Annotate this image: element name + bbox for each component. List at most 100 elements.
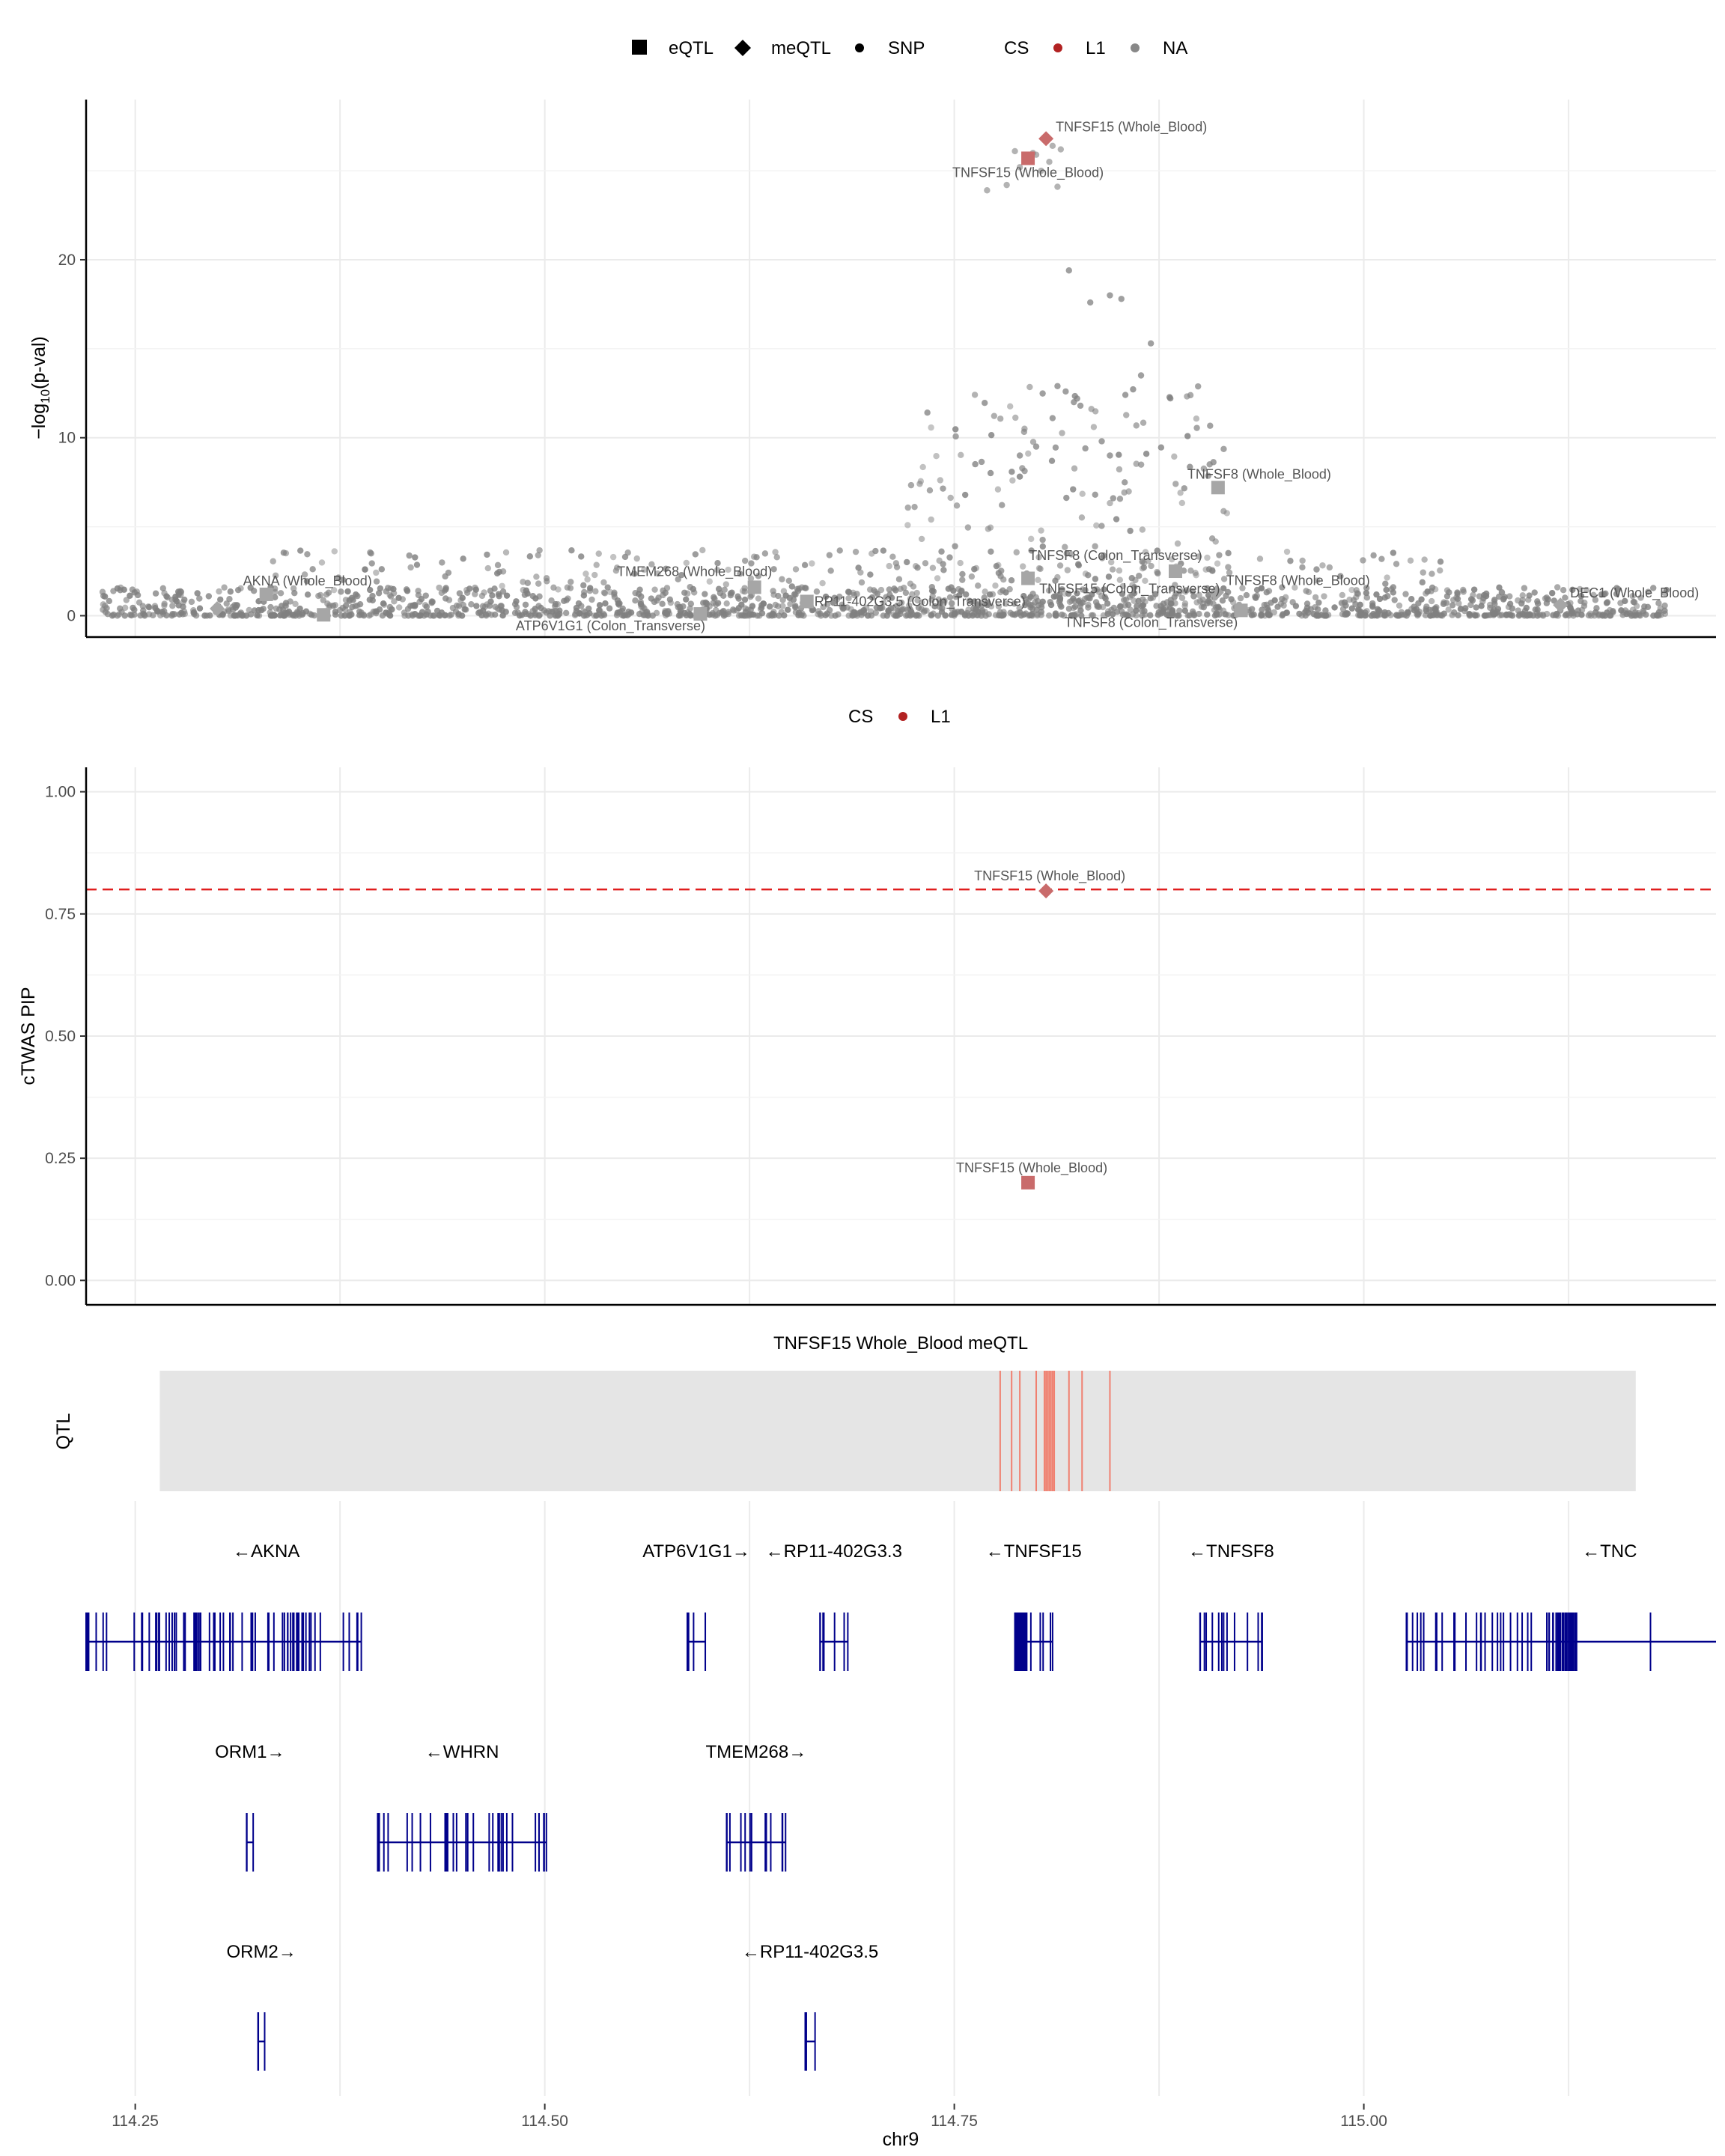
snp-point [895,576,903,582]
snp-point [422,592,429,599]
snp-point [1637,612,1643,619]
snp-point [520,579,526,585]
snp-point [1139,558,1146,565]
snp-point [1214,560,1221,567]
pval-snp-points [99,142,1670,619]
snp-point [1225,549,1232,557]
snp-point [761,550,769,557]
snp-point [813,588,821,595]
snp-point [1592,597,1599,603]
legend-top: eQTL meQTL SNP CS L1 NA [632,38,1187,58]
snp-point [342,597,350,603]
snp-point [1062,543,1068,550]
snp-point [1092,408,1099,415]
snp-point [1606,612,1613,619]
snp-point [1172,481,1179,487]
snp-point [957,559,964,567]
snp-point [1071,398,1077,406]
qtl-label: DEC1 (Whole_Blood) [1570,585,1699,601]
snp-point [1118,296,1125,302]
snp-point [826,606,833,614]
snp-point [1178,499,1186,507]
snp-point [663,585,671,591]
snp-point [196,605,204,612]
snp-point [941,599,948,606]
snp-point [1478,603,1485,609]
snp-point [633,555,640,562]
snp-point [1360,557,1366,564]
snp-point [988,431,995,439]
snp-point [857,569,864,576]
snp-point [1299,564,1306,571]
snp-point [271,612,278,619]
snp-point [1396,602,1403,609]
snp-point [1521,585,1528,591]
snp-point [770,612,778,619]
snp-point [968,573,976,580]
snp-point [377,585,384,592]
x-tick-label: 114.75 [931,2113,978,2130]
snp-point [175,602,182,609]
gene-label: ORM2→ [226,1942,296,1962]
snp-point [1494,606,1502,612]
snp-point [573,604,580,612]
snp-point [395,604,403,611]
gene-label: ←WHRN [425,1742,499,1762]
snp-point [1091,586,1098,593]
snp-point [1175,612,1182,619]
snp-point [1305,609,1312,616]
qtl-label: TNFSF8 (Whole_Blood) [1226,573,1370,589]
snp-point [725,566,731,573]
snp-point [1154,547,1160,554]
snp-point [1029,439,1037,445]
snp-point [1486,601,1494,609]
qtl-label: TNFSF15 (Whole_Blood) [1056,119,1207,135]
pval-y-ticks: 0 10 20 [58,252,86,624]
snp-point [836,547,843,554]
snp-point [1006,403,1014,410]
pip-point-label: TNFSF15 (Whole_Blood) [956,1160,1107,1176]
snp-point [766,603,773,610]
snp-point [373,578,380,585]
pval-y-axis-title: −log10(p-val) [28,336,52,439]
gene-label: ←RP11-402G3.3 [766,1541,902,1562]
snp-point [984,187,991,194]
snp-point [544,578,550,585]
snp-point [1035,576,1041,584]
snp-point [1315,599,1322,606]
snp-point [485,610,492,617]
snp-point [592,588,599,595]
legend-meqtl-diamond-icon [734,40,751,56]
snp-point [455,612,462,619]
snp-point [1016,605,1023,612]
snp-point [933,452,940,460]
qtl-track-band [159,1371,1636,1491]
snp-point [121,604,129,612]
snp-point [412,602,419,609]
snp-point [104,610,112,618]
snp-point [226,596,233,603]
snp-point [836,593,843,600]
snp-point [601,590,609,597]
snp-point [1497,612,1503,619]
snp-point [216,588,222,595]
snp-point [1140,564,1148,571]
snp-point [1181,485,1187,492]
snp-point [1426,606,1433,614]
snp-point [713,606,719,614]
snp-point [1279,584,1286,591]
x-tick-label: 114.25 [112,2113,159,2130]
snp-point [1046,159,1053,165]
snp-point [1139,565,1146,572]
snp-point [1534,598,1541,605]
snp-point [1313,566,1320,573]
snp-point [714,560,721,567]
eqtl-point [1234,603,1248,618]
snp-point [486,602,493,609]
snp-point [1299,557,1306,564]
snp-point [225,606,232,613]
snp-point [1085,572,1092,579]
snp-point [1416,609,1423,615]
snp-point [536,593,543,600]
snp-point [1216,552,1223,558]
